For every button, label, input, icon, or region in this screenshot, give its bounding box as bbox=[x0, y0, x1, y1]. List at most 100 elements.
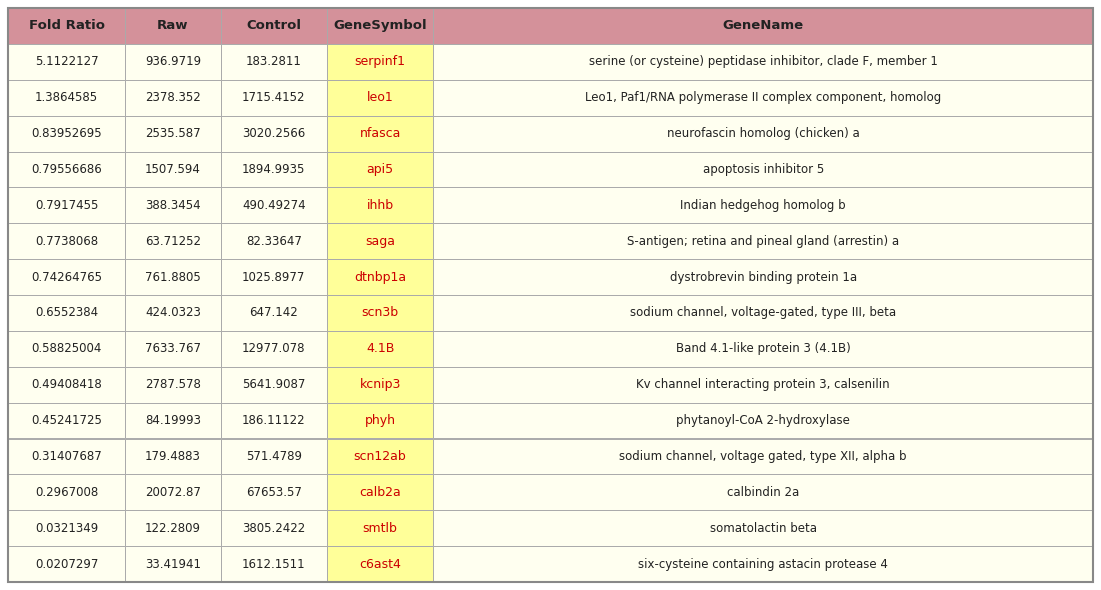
Bar bbox=[126, 44, 220, 80]
Text: 63.71252: 63.71252 bbox=[145, 235, 200, 248]
Text: api5: api5 bbox=[367, 163, 394, 176]
Bar bbox=[220, 295, 327, 331]
Bar bbox=[126, 474, 220, 510]
Text: kcnip3: kcnip3 bbox=[359, 378, 401, 391]
Text: 3805.2422: 3805.2422 bbox=[242, 522, 305, 535]
Bar bbox=[126, 80, 220, 116]
Bar bbox=[327, 402, 434, 438]
Bar bbox=[126, 223, 220, 259]
Bar bbox=[327, 331, 434, 367]
Bar bbox=[434, 116, 1093, 152]
Bar bbox=[220, 331, 327, 367]
Text: Band 4.1-like protein 3 (4.1B): Band 4.1-like protein 3 (4.1B) bbox=[676, 342, 851, 355]
Bar bbox=[220, 510, 327, 546]
Bar bbox=[220, 546, 327, 582]
Text: 1.3864585: 1.3864585 bbox=[35, 91, 98, 104]
Bar bbox=[220, 80, 327, 116]
Text: 936.9719: 936.9719 bbox=[145, 55, 201, 68]
Bar bbox=[327, 152, 434, 188]
Text: 0.49408418: 0.49408418 bbox=[31, 378, 102, 391]
Bar bbox=[220, 259, 327, 295]
Bar bbox=[220, 367, 327, 402]
Text: sodium channel, voltage gated, type XII, alpha b: sodium channel, voltage gated, type XII,… bbox=[620, 450, 907, 463]
Bar bbox=[8, 80, 126, 116]
Text: GeneSymbol: GeneSymbol bbox=[334, 19, 427, 32]
Text: ihhb: ihhb bbox=[367, 199, 394, 212]
Bar bbox=[220, 8, 327, 44]
Bar bbox=[434, 80, 1093, 116]
Text: scn12ab: scn12ab bbox=[353, 450, 406, 463]
Text: 490.49274: 490.49274 bbox=[242, 199, 306, 212]
Bar bbox=[220, 152, 327, 188]
Bar bbox=[220, 223, 327, 259]
Text: GeneName: GeneName bbox=[722, 19, 804, 32]
Text: 0.0321349: 0.0321349 bbox=[35, 522, 98, 535]
Bar bbox=[434, 259, 1093, 295]
Bar bbox=[220, 474, 327, 510]
Text: 5.1122127: 5.1122127 bbox=[35, 55, 98, 68]
Text: 0.7917455: 0.7917455 bbox=[35, 199, 98, 212]
Bar bbox=[8, 438, 126, 474]
Bar bbox=[8, 510, 126, 546]
Bar bbox=[327, 510, 434, 546]
Bar bbox=[8, 546, 126, 582]
Bar bbox=[434, 367, 1093, 402]
Bar bbox=[434, 8, 1093, 44]
Bar bbox=[327, 44, 434, 80]
Text: Indian hedgehog homolog b: Indian hedgehog homolog b bbox=[680, 199, 846, 212]
Text: Control: Control bbox=[247, 19, 302, 32]
Bar bbox=[327, 474, 434, 510]
Bar bbox=[434, 331, 1093, 367]
Text: 67653.57: 67653.57 bbox=[246, 486, 302, 499]
Text: neurofascin homolog (chicken) a: neurofascin homolog (chicken) a bbox=[667, 127, 860, 140]
Bar bbox=[126, 367, 220, 402]
Bar bbox=[434, 223, 1093, 259]
Text: 0.7738068: 0.7738068 bbox=[35, 235, 98, 248]
Bar bbox=[327, 367, 434, 402]
Bar bbox=[8, 331, 126, 367]
Bar bbox=[220, 44, 327, 80]
Text: 0.6552384: 0.6552384 bbox=[35, 306, 98, 319]
Text: 0.74264765: 0.74264765 bbox=[31, 271, 102, 284]
Bar bbox=[8, 116, 126, 152]
Bar bbox=[8, 295, 126, 331]
Bar bbox=[126, 402, 220, 438]
Bar bbox=[126, 259, 220, 295]
Text: 5641.9087: 5641.9087 bbox=[242, 378, 305, 391]
Bar bbox=[8, 8, 126, 44]
Text: 20072.87: 20072.87 bbox=[145, 486, 200, 499]
Bar bbox=[126, 188, 220, 223]
Text: 0.79556686: 0.79556686 bbox=[31, 163, 102, 176]
Text: Fold Ratio: Fold Ratio bbox=[29, 19, 105, 32]
Text: c6ast4: c6ast4 bbox=[359, 558, 401, 571]
Text: 1025.8977: 1025.8977 bbox=[242, 271, 305, 284]
Bar bbox=[8, 188, 126, 223]
Text: 183.2811: 183.2811 bbox=[246, 55, 302, 68]
Text: calb2a: calb2a bbox=[359, 486, 401, 499]
Bar bbox=[434, 44, 1093, 80]
Text: dtnbp1a: dtnbp1a bbox=[355, 271, 406, 284]
Text: 1612.1511: 1612.1511 bbox=[242, 558, 306, 571]
Text: 424.0323: 424.0323 bbox=[145, 306, 200, 319]
Text: 0.45241725: 0.45241725 bbox=[31, 414, 102, 427]
Text: Raw: Raw bbox=[157, 19, 188, 32]
Text: smtlb: smtlb bbox=[362, 522, 397, 535]
Bar bbox=[434, 402, 1093, 438]
Text: apoptosis inhibitor 5: apoptosis inhibitor 5 bbox=[702, 163, 824, 176]
Text: 7633.767: 7633.767 bbox=[145, 342, 200, 355]
Bar bbox=[126, 295, 220, 331]
Bar bbox=[327, 223, 434, 259]
Text: leo1: leo1 bbox=[367, 91, 393, 104]
Text: 761.8805: 761.8805 bbox=[145, 271, 200, 284]
Bar bbox=[8, 402, 126, 438]
Text: Kv channel interacting protein 3, calsenilin: Kv channel interacting protein 3, calsen… bbox=[636, 378, 890, 391]
Bar bbox=[434, 295, 1093, 331]
Bar bbox=[327, 438, 434, 474]
Text: 0.83952695: 0.83952695 bbox=[31, 127, 102, 140]
Text: sodium channel, voltage-gated, type III, beta: sodium channel, voltage-gated, type III,… bbox=[630, 306, 896, 319]
Text: 82.33647: 82.33647 bbox=[246, 235, 302, 248]
Text: 122.2809: 122.2809 bbox=[145, 522, 200, 535]
Text: 179.4883: 179.4883 bbox=[145, 450, 200, 463]
Bar bbox=[8, 152, 126, 188]
Bar bbox=[327, 546, 434, 582]
